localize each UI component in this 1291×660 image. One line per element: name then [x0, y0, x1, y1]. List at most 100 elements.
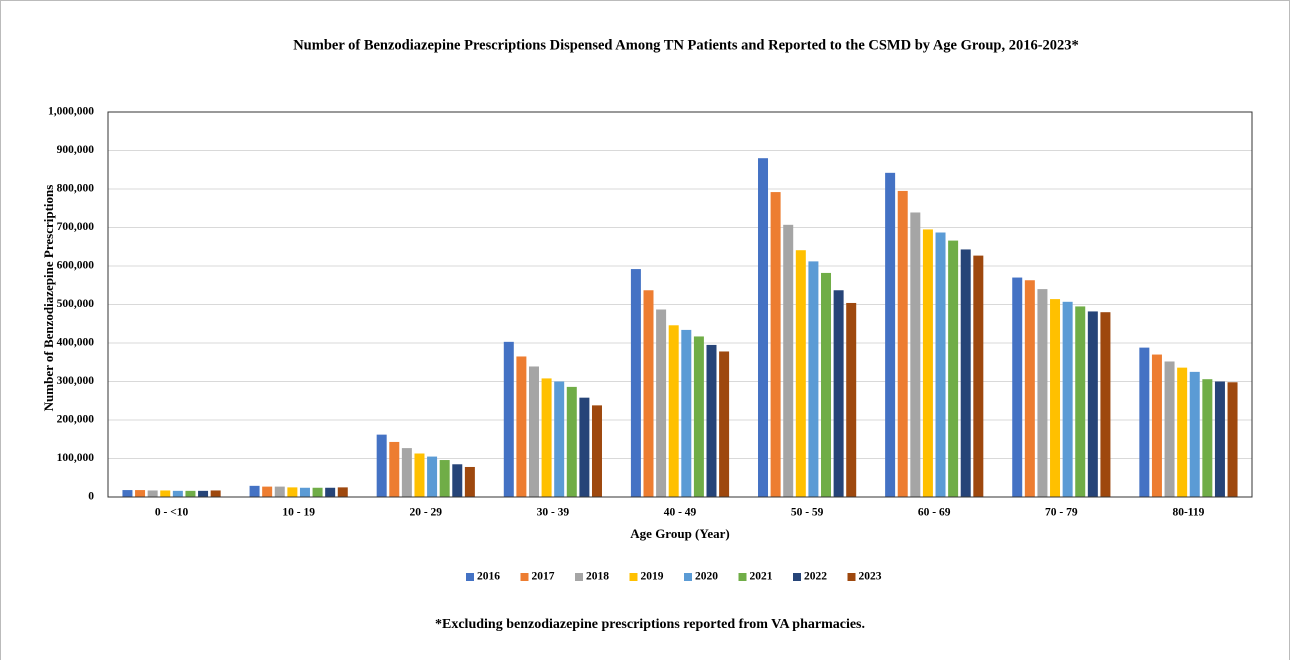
legend-label: 2023	[859, 571, 882, 583]
x-tick-label: 50 - 59	[791, 507, 824, 519]
legend-label: 2017	[532, 571, 555, 583]
bar	[1100, 312, 1111, 497]
bar	[1202, 379, 1213, 497]
bar	[312, 487, 323, 497]
footnote: *Excluding benzodiazepine prescriptions …	[435, 617, 865, 632]
bar	[897, 190, 908, 498]
bar	[1024, 280, 1035, 497]
bar	[668, 325, 679, 497]
legend-swatch	[684, 573, 692, 581]
bar	[1037, 289, 1048, 497]
bar	[172, 490, 183, 497]
bar	[795, 250, 806, 497]
bar	[1177, 367, 1188, 497]
bar	[439, 460, 450, 497]
bar	[910, 212, 921, 498]
x-tick-label: 80-119	[1172, 507, 1204, 519]
x-tick-label: 60 - 69	[918, 507, 951, 519]
legend-swatch	[738, 573, 747, 581]
bar	[541, 378, 552, 497]
bar	[808, 261, 819, 497]
legend-swatch	[575, 573, 583, 581]
legend-label: 2021	[750, 571, 773, 583]
bar	[656, 309, 667, 497]
y-tick-label: 900,000	[57, 144, 95, 156]
y-tick-label: 700,000	[57, 221, 95, 233]
bar	[706, 344, 717, 497]
y-tick-label: 800,000	[57, 183, 95, 195]
bar	[1062, 301, 1073, 497]
legend-swatch	[793, 573, 801, 581]
bar	[922, 229, 933, 498]
bar	[554, 381, 565, 497]
y-axis-label: Number of Benzodiazepine Prescriptions	[41, 185, 56, 412]
y-tick-label: 100,000	[57, 452, 95, 464]
x-axis-label: Age Group (Year)	[630, 526, 729, 541]
y-tick-label: 400,000	[57, 337, 95, 349]
legend-swatch	[466, 573, 474, 581]
bar	[630, 269, 641, 497]
bar	[210, 490, 221, 497]
bar	[770, 192, 781, 497]
bar	[262, 486, 273, 497]
bar	[885, 172, 896, 497]
bar	[185, 490, 196, 497]
bar	[122, 490, 133, 497]
bar	[1050, 299, 1061, 497]
chart-title: Number of Benzodiazepine Prescriptions D…	[293, 37, 1079, 53]
legend-label: 2019	[641, 571, 664, 583]
bar	[833, 290, 844, 497]
x-tick-label: 20 - 29	[409, 507, 442, 519]
bar	[147, 490, 158, 497]
bar	[160, 490, 171, 497]
bar	[960, 249, 971, 497]
legend-label: 2016	[477, 571, 500, 583]
bar	[274, 486, 285, 497]
bar	[1139, 347, 1150, 497]
bar	[681, 329, 692, 497]
legend-label: 2018	[586, 571, 609, 583]
y-tick-label: 1,000,000	[48, 106, 94, 118]
bar	[935, 232, 946, 497]
y-tick-label: 200,000	[57, 414, 95, 426]
bar	[1214, 381, 1225, 497]
bar	[414, 453, 425, 497]
y-tick-label: 0	[88, 491, 94, 503]
legend-swatch	[847, 573, 856, 581]
bar	[1164, 361, 1175, 497]
bar	[1012, 277, 1023, 497]
x-tick-label: 70 - 79	[1045, 507, 1078, 519]
bar	[389, 441, 400, 497]
y-tick-label: 500,000	[57, 298, 95, 310]
bar	[643, 290, 654, 497]
bar	[337, 487, 348, 497]
y-tick-label: 600,000	[57, 260, 95, 272]
legend-swatch	[520, 573, 529, 581]
bar	[452, 464, 463, 497]
bar	[401, 448, 412, 497]
bar	[821, 272, 832, 497]
legend-swatch	[629, 573, 638, 581]
bar	[846, 302, 857, 497]
bar	[579, 397, 590, 497]
bar	[427, 456, 438, 497]
bar	[719, 351, 730, 497]
plot-border	[107, 111, 1253, 498]
bar	[376, 434, 387, 497]
bar	[287, 487, 298, 497]
bar	[299, 487, 310, 497]
bar	[503, 341, 514, 497]
x-tick-label: 40 - 49	[664, 507, 697, 519]
bar	[693, 336, 704, 497]
bar	[566, 386, 577, 497]
x-tick-label: 10 - 19	[282, 507, 315, 519]
bar	[591, 405, 602, 497]
bar	[783, 224, 794, 497]
bar	[948, 240, 959, 497]
bar	[758, 158, 769, 497]
bar	[325, 487, 336, 497]
bar	[464, 466, 475, 497]
